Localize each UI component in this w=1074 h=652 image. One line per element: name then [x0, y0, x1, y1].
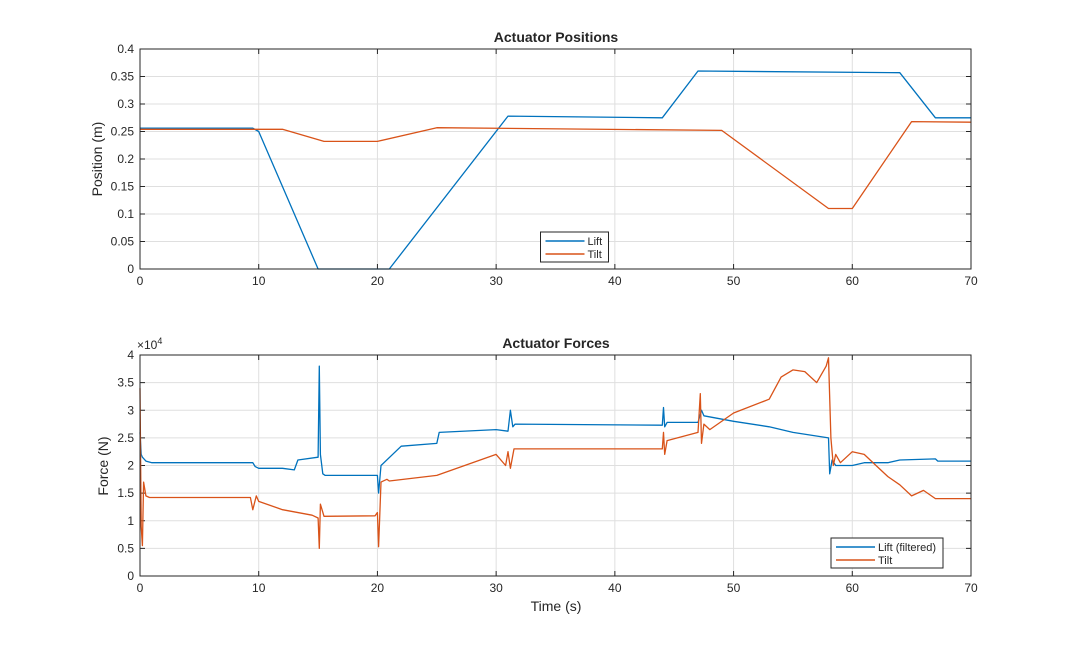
x-axis-label: Time (s)	[531, 598, 582, 614]
y-axis-label: Position (m)	[89, 122, 105, 197]
series-line-2	[140, 120, 972, 210]
y-exponent-label: ×104	[137, 336, 162, 352]
chart-title: Actuator Positions	[494, 29, 619, 45]
chart-title: Actuator Forces	[502, 335, 610, 351]
y-tick-label: 1	[127, 514, 134, 528]
x-tick-label: 50	[727, 581, 741, 595]
legend-box	[830, 537, 944, 569]
y-tick-label: 0.3	[117, 97, 134, 111]
axes-forces: Actuator Forces Force (N) Time (s) ×104 …	[95, 335, 978, 614]
x-tick-label: 30	[489, 274, 503, 288]
y-tick-label: 2.5	[117, 431, 134, 445]
x-tick-label: 70	[964, 274, 978, 288]
y-tick-label: 1.5	[117, 486, 134, 500]
x-tick-label: 70	[964, 581, 978, 595]
legend-entry: Lift (filtered)	[878, 542, 936, 554]
y-tick-label: 3.5	[117, 376, 134, 390]
x-tick-label: 60	[846, 581, 860, 595]
y-tick-label: 0.4	[117, 42, 134, 56]
y-tick-label: 0.05	[111, 235, 135, 249]
y-tick-label: 0.35	[111, 70, 135, 84]
y-tick-label: 4	[127, 348, 134, 362]
series-line-2	[139, 357, 971, 550]
y-tick-label: 0	[127, 262, 134, 276]
x-tick-label: 40	[608, 274, 622, 288]
series-line-1	[140, 70, 971, 270]
y-tick-label: 0.1	[117, 207, 134, 221]
legend-entry: Tilt	[878, 555, 892, 567]
axes-box	[139, 48, 972, 270]
axes-positions: Actuator Positions Position (m) 0 10 20 30 4…	[89, 29, 978, 288]
x-tick-label: 40	[608, 581, 622, 595]
y-tick-label: 2	[127, 459, 134, 473]
y-tick-label: 0.25	[111, 125, 135, 139]
legend: Lift (filtered)Tilt	[830, 537, 944, 569]
x-tick-label: 0	[137, 581, 144, 595]
x-tick-label: 60	[846, 274, 860, 288]
legend-entry: Lift	[588, 236, 603, 248]
x-tick-label: 0	[137, 274, 144, 288]
x-tick-label: 10	[252, 581, 266, 595]
x-tick-label: 30	[489, 581, 503, 595]
x-tick-label: 20	[371, 274, 385, 288]
y-tick-label: 0.5	[117, 541, 134, 555]
y-tick-label: 0.15	[111, 180, 135, 194]
x-tick-label: 50	[727, 274, 741, 288]
axes-box	[139, 354, 972, 577]
y-tick-label: 0	[127, 569, 134, 583]
legend-box	[540, 231, 609, 263]
x-tick-label: 20	[371, 581, 385, 595]
y-axis-label: Force (N)	[95, 436, 111, 495]
y-tick-label: 3	[127, 403, 134, 417]
x-tick-label: 10	[252, 274, 266, 288]
legend-entry: Tilt	[588, 249, 602, 261]
y-tick-label: 0.2	[117, 152, 134, 166]
